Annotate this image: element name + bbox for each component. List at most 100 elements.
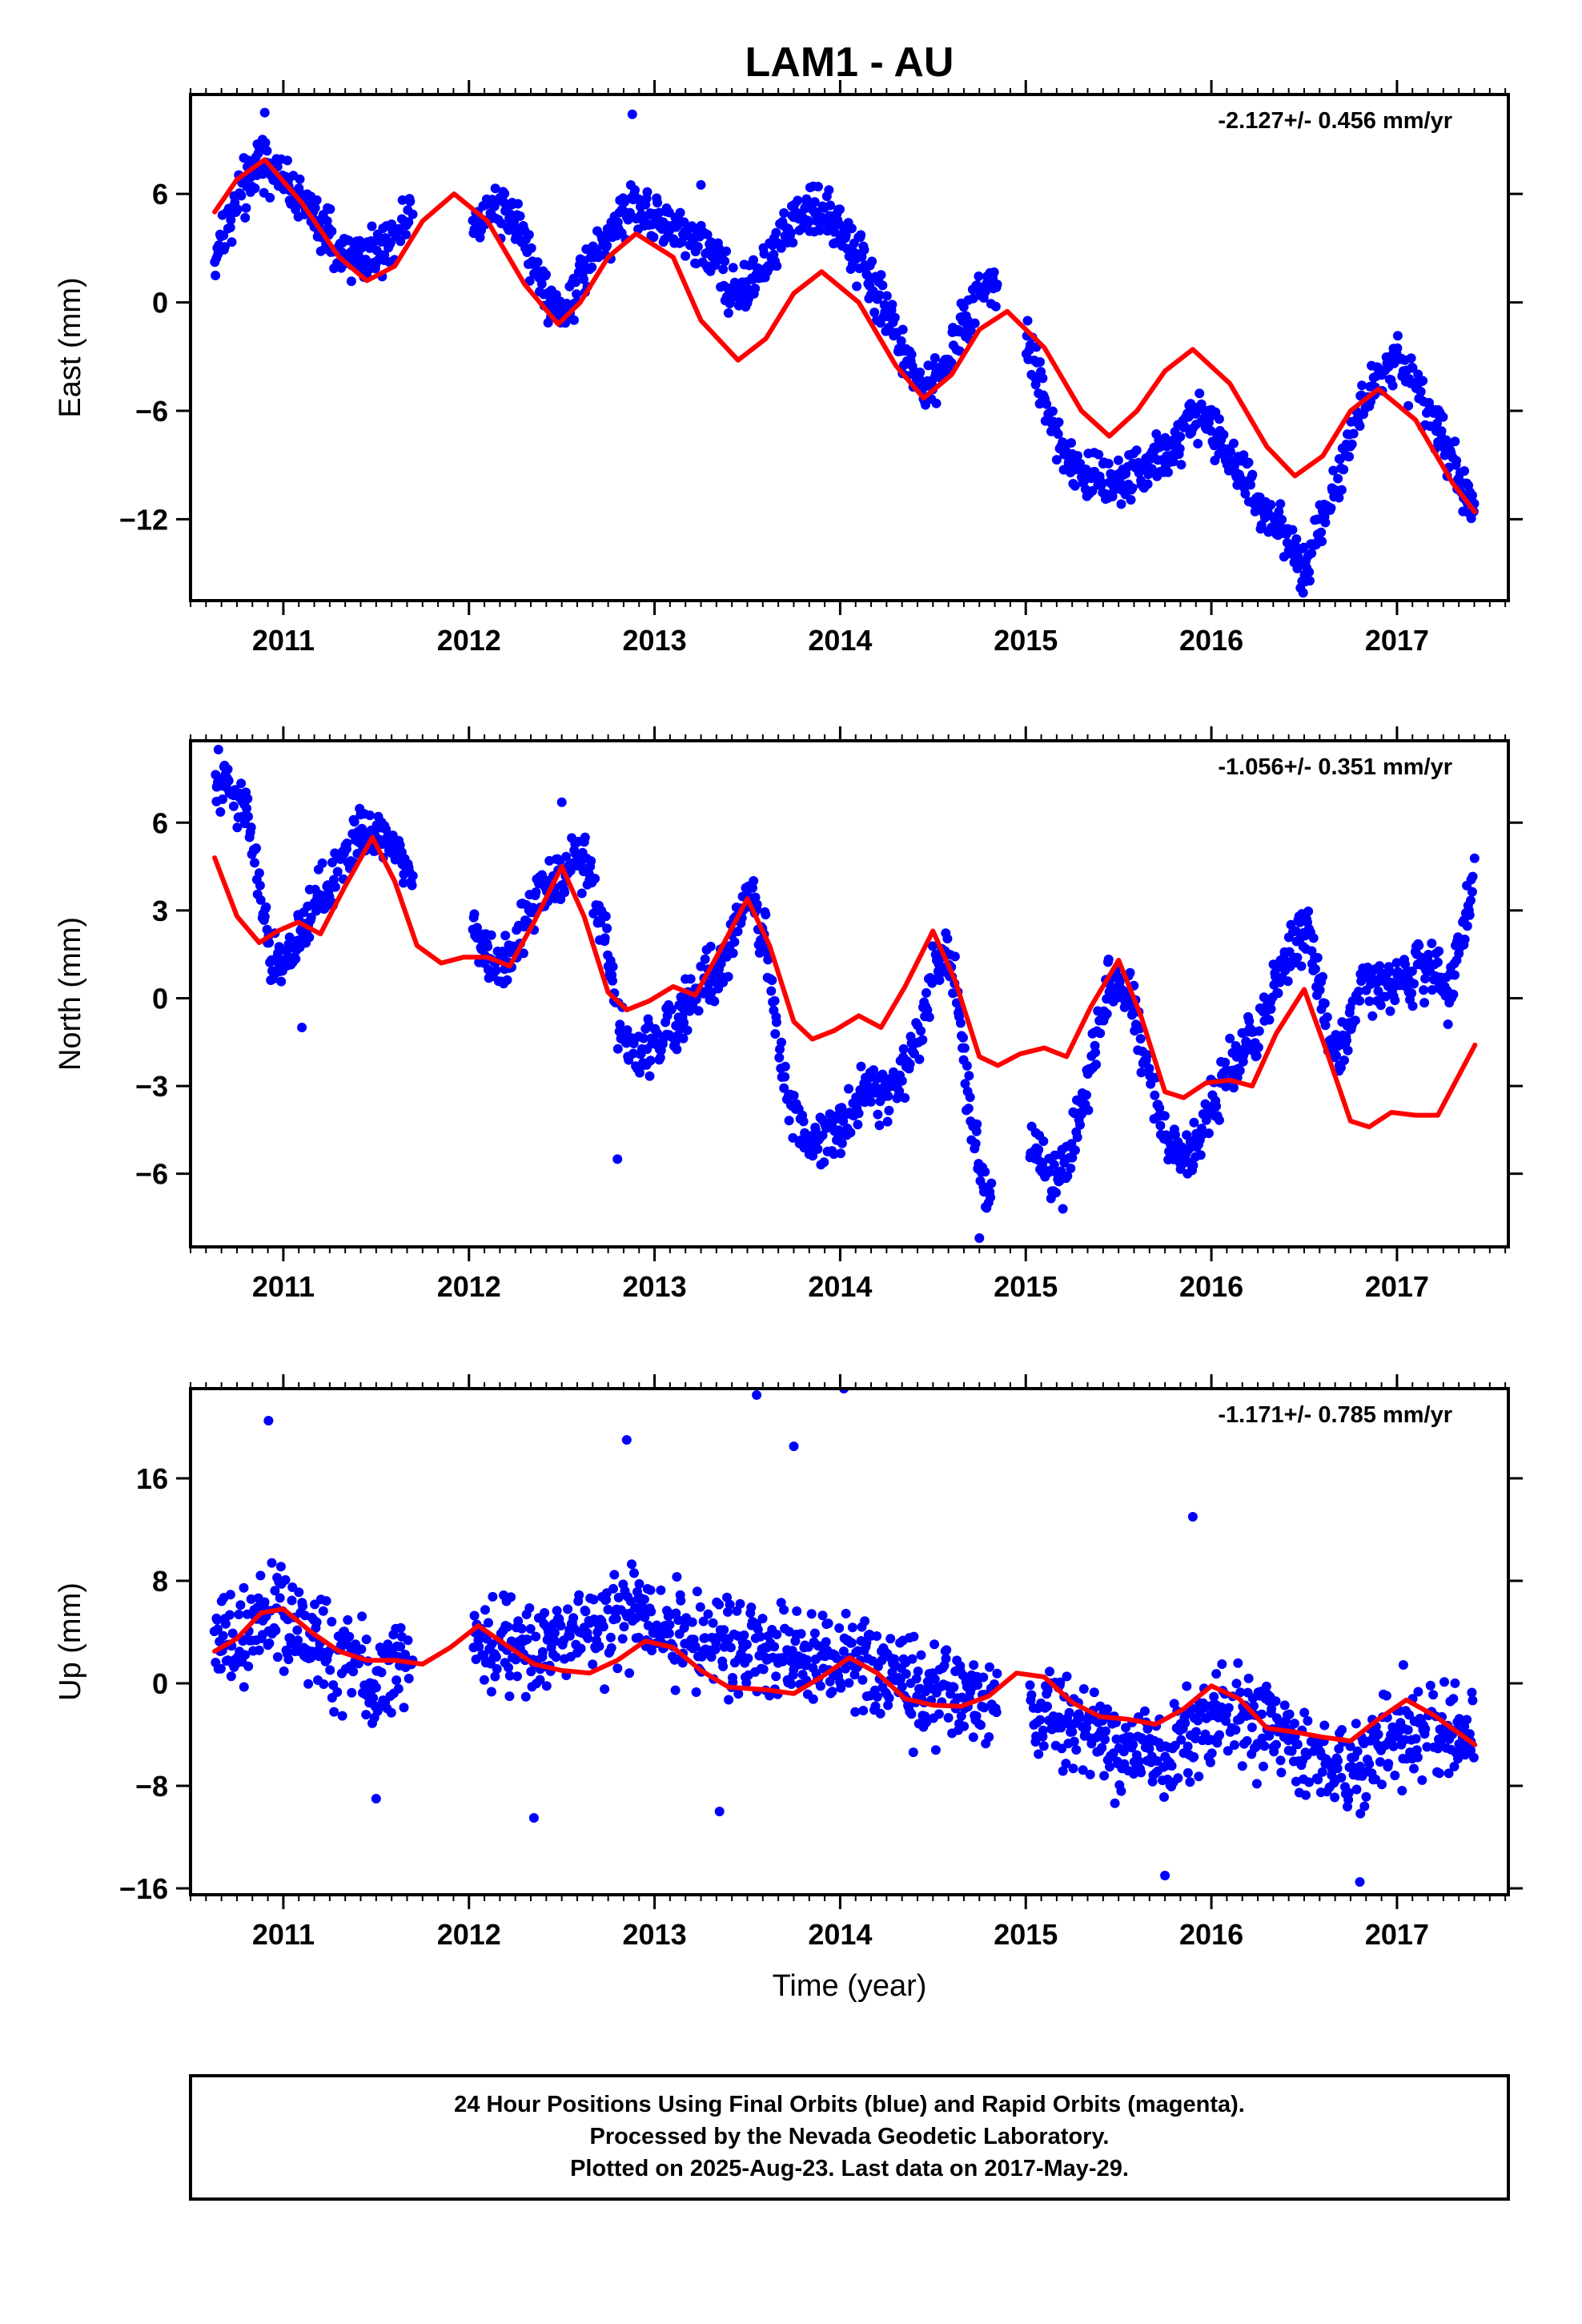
north-data-point [276,976,287,987]
up-data-point [872,1691,882,1702]
up-data-point [1291,1776,1301,1787]
up-data-point [1134,1756,1144,1767]
east-data-point [225,223,235,233]
north-data-point [242,803,251,814]
up-data-point [1075,1712,1085,1723]
north-data-point [1254,1026,1264,1036]
north-data-point [223,764,233,774]
east-data-point [1347,439,1357,449]
up-data-point [741,1639,752,1650]
east-data-point [1243,457,1254,468]
up-data-point [583,1633,593,1643]
up-data-point [1390,1771,1400,1780]
up-data-point [978,1672,989,1683]
east-data-point [379,250,390,260]
up-data-point [551,1652,561,1663]
north-data-point [1264,1015,1275,1025]
up-data-point [1355,1808,1366,1819]
east-data-point [250,183,260,194]
east-data-point [258,169,268,179]
up-data-point [942,1645,952,1655]
up-data-point [1345,1741,1355,1751]
east-x-tick-label: 2013 [623,624,687,657]
up-data-point [1193,1715,1203,1726]
north-data-point [407,880,417,891]
north-data-point [1469,853,1480,863]
up-points [209,1389,1479,1887]
up-data-point [690,1642,701,1652]
up-data-point [909,1631,919,1642]
up-data-point [1434,1768,1444,1779]
up-data-point [215,1663,226,1674]
north-data-point [853,1120,863,1130]
up-data-point [361,1710,371,1720]
north-points [211,745,1480,1243]
east-data-point [630,185,640,195]
up-data-point [1182,1681,1192,1691]
up-data-point [612,1663,623,1674]
north-data-point [608,975,617,986]
north-data-point [873,1109,883,1120]
up-data-point [227,1628,238,1638]
up-data-point [714,1599,725,1610]
east-data-point [227,237,237,247]
up-data-point [841,1608,851,1618]
east-data-point [1316,527,1327,537]
east-data-point [679,217,689,227]
up-data-point [293,1635,303,1646]
x-axis-label: Time (year) [773,1969,927,2003]
east-data-point [541,269,551,279]
north-data-point [905,1059,915,1069]
east-data-point [1022,316,1033,326]
up-data-point [1058,1766,1068,1776]
up-data-point [512,1671,522,1682]
north-data-point [306,912,316,923]
up-data-point [858,1706,869,1715]
up-data-point [1191,1727,1201,1737]
north-data-point [1353,987,1363,996]
up-data-point [844,1678,854,1688]
up-data-point [934,1709,944,1719]
north-data-point [1335,1063,1346,1073]
up-y-tick-label: 0 [152,1667,168,1700]
up-data-point [664,1628,674,1638]
east-data-point [793,195,803,206]
east-data-point [804,217,814,227]
up-data-point [403,1635,413,1646]
up-data-point [1173,1773,1183,1783]
up-data-point [1180,1718,1191,1728]
east-data-point [232,204,243,215]
east-data-point [915,368,926,377]
east-x-tick-label: 2011 [252,624,315,657]
east-data-point [322,216,332,226]
north-data-point [819,1157,829,1168]
north-data-point [1423,950,1434,959]
up-data-point [849,1670,860,1680]
north-data-point [986,1178,997,1188]
north-data-point [1159,1111,1170,1121]
east-data-point [930,353,940,363]
up-data-point [535,1675,545,1685]
east-data-point [602,240,612,251]
north-y-axis-label: North (mm) [54,917,87,1071]
up-data-point [235,1600,246,1610]
east-data-point [219,242,230,252]
east-data-point [524,230,534,240]
up-data-point [1159,1792,1169,1802]
east-data-point [1468,490,1477,501]
north-data-point [408,870,418,881]
north-data-point [1144,1063,1154,1074]
north-data-point [1407,1001,1418,1011]
east-data-point [354,251,363,261]
up-data-point [640,1612,650,1622]
up-data-point [1099,1771,1110,1781]
north-data-point [1364,996,1375,1007]
up-data-point [911,1674,921,1684]
east-data-point [776,243,786,253]
north-data-point [1414,940,1424,951]
north-data-point [1391,958,1402,968]
north-data-point [1466,895,1476,906]
up-data-point [1097,1743,1107,1753]
up-data-point [815,1681,825,1691]
